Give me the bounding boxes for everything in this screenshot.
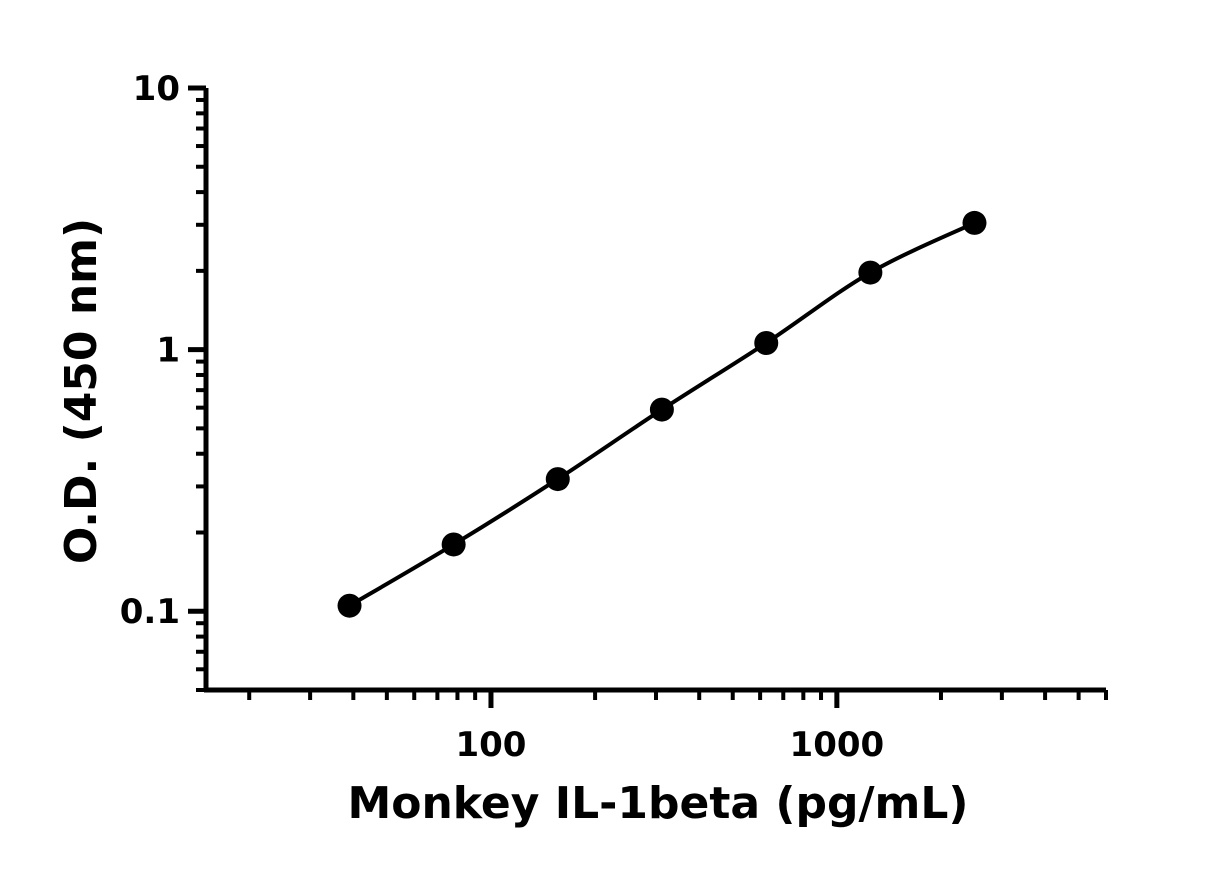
data-point bbox=[441, 532, 466, 557]
tick-marks bbox=[188, 85, 1108, 708]
y-tick-label: 10 bbox=[133, 69, 180, 109]
x-axis-title: Monkey IL-1beta (pg/mL) bbox=[347, 778, 968, 829]
tick-labels: 0.1 1 10 100 1000 bbox=[120, 69, 884, 765]
y-axis-title: O.D. (450 nm) bbox=[56, 218, 107, 564]
x-tick-label: 1000 bbox=[790, 725, 885, 765]
data-point bbox=[962, 210, 987, 235]
x-tick-label: 100 bbox=[455, 725, 526, 765]
data-points bbox=[337, 210, 987, 618]
data-point bbox=[337, 593, 362, 618]
data-point bbox=[649, 397, 674, 422]
y-tick-label: 1 bbox=[156, 331, 180, 371]
y-tick-label: 0.1 bbox=[120, 592, 180, 632]
data-point bbox=[545, 467, 570, 492]
data-point bbox=[754, 331, 779, 356]
data-point bbox=[858, 260, 883, 285]
